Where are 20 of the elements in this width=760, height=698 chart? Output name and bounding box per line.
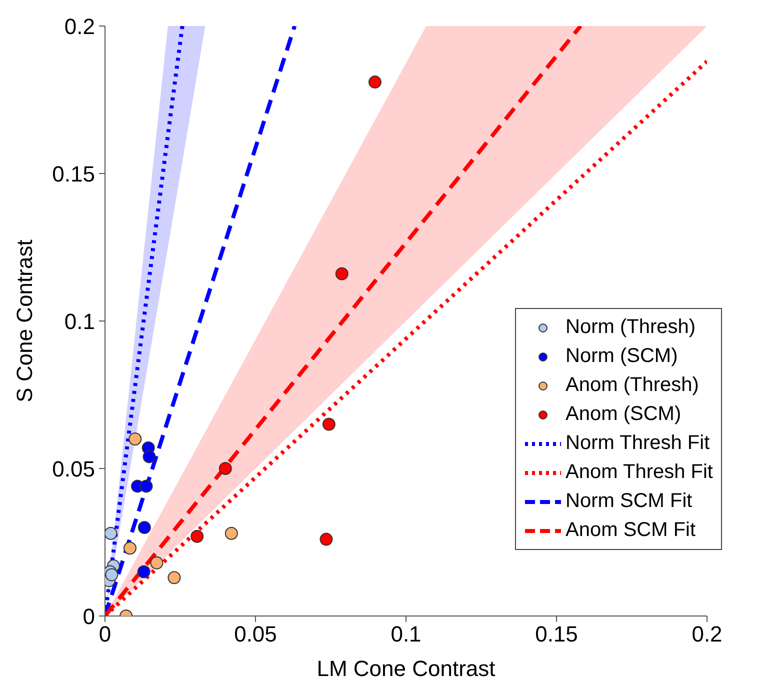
y-tick-label: 0.1: [64, 308, 95, 334]
y-tick-label: 0.05: [52, 456, 95, 482]
legend-label: Anom (SCM): [566, 403, 682, 426]
x-tick-label: 0: [98, 622, 112, 647]
x-tick-label: 0.2: [692, 622, 722, 647]
x-axis-title: LM Cone Contrast: [316, 656, 496, 681]
legend-label: Anom SCM Fit: [566, 519, 696, 542]
legend-label: Norm SCM Fit: [566, 490, 692, 513]
y-tick-label: 0: [82, 604, 95, 629]
x-tick-label: 0.15: [535, 622, 578, 647]
y-tick-label: 0.2: [64, 14, 95, 39]
legend-label: Norm (Thresh): [566, 316, 696, 339]
legend-label: Anom Thresh Fit: [566, 461, 713, 484]
legend-label: Norm Thresh Fit: [566, 432, 710, 455]
legend-label: Norm (SCM): [566, 345, 678, 368]
x-tick-label: 0.05: [234, 622, 277, 647]
x-tick-label: 0.1: [390, 622, 422, 647]
y-axis-title: S Cone Contrast: [12, 240, 37, 402]
y-tick-label: 0.15: [52, 161, 95, 186]
legend-label: Anom (Thresh): [566, 374, 699, 397]
